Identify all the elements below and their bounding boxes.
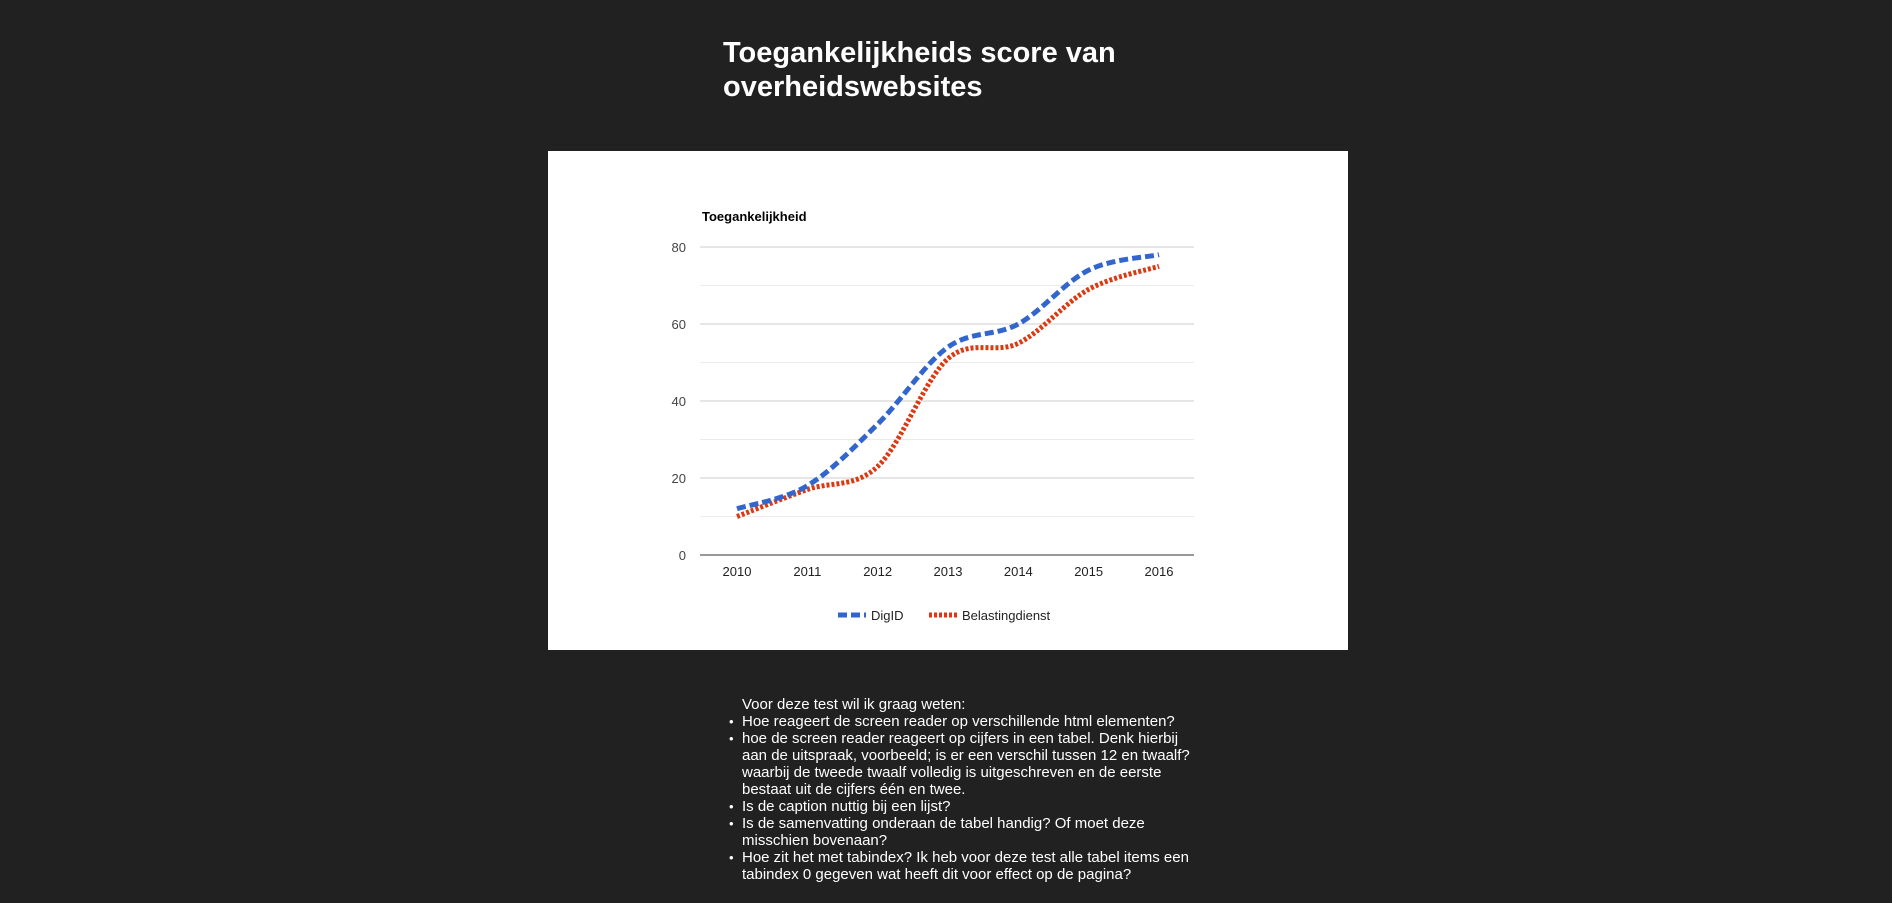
y-tick-label: 40 bbox=[672, 394, 686, 409]
y-axis-title: Toegankelijkheid bbox=[702, 209, 807, 224]
x-tick-label: 2010 bbox=[723, 564, 752, 579]
x-axis-tick-labels: 2010 2011 2012 2013 2014 2015 2016 bbox=[723, 564, 1174, 579]
notes-intro: Voor deze test wil ik graag weten: bbox=[742, 696, 966, 713]
x-tick-label: 2012 bbox=[863, 564, 892, 579]
gridlines bbox=[700, 246, 1194, 556]
series-line-digid[interactable] bbox=[736, 252, 1160, 512]
notes-list: Hoe reageert de screen reader op verschi… bbox=[729, 713, 1202, 883]
x-tick-label: 2013 bbox=[934, 564, 963, 579]
list-item: Hoe reageert de screen reader op verschi… bbox=[729, 713, 1202, 730]
list-item: Hoe zit het met tabindex? Ik heb voor de… bbox=[729, 849, 1202, 883]
line-chart: 0 20 40 60 80 2010 2011 2012 2013 2014 2015 2016 T… bbox=[672, 209, 1194, 623]
x-tick-label: 2014 bbox=[1004, 564, 1033, 579]
page-title: Toegankelijkheids score van overheidsweb… bbox=[723, 37, 1116, 103]
y-tick-label: 0 bbox=[679, 548, 686, 563]
series-line-belastingdienst[interactable] bbox=[736, 263, 1160, 519]
legend-label[interactable]: DigID bbox=[871, 608, 904, 623]
y-axis-tick-labels: 0 20 40 60 80 bbox=[672, 240, 686, 563]
chart-panel: 0 20 40 60 80 2010 2011 2012 2013 2014 2015 2016 T… bbox=[548, 151, 1348, 650]
y-tick-label: 20 bbox=[672, 471, 686, 486]
x-tick-label: 2016 bbox=[1145, 564, 1174, 579]
notes-section: Voor deze test wil ik graag weten: Hoe r… bbox=[729, 696, 1202, 883]
y-tick-label: 60 bbox=[672, 317, 686, 332]
list-item: hoe de screen reader reageert op cijfers… bbox=[729, 730, 1202, 798]
legend-label[interactable]: Belastingdienst bbox=[962, 608, 1051, 623]
legend: DigID Belastingdienst bbox=[838, 608, 1051, 623]
y-tick-label: 80 bbox=[672, 240, 686, 255]
list-item: Is de samenvatting onderaan de tabel han… bbox=[729, 815, 1202, 849]
x-tick-label: 2011 bbox=[793, 564, 821, 579]
list-item: Is de caption nuttig bij een lijst? bbox=[729, 798, 1202, 815]
x-tick-label: 2015 bbox=[1074, 564, 1103, 579]
series-lines bbox=[736, 252, 1160, 519]
